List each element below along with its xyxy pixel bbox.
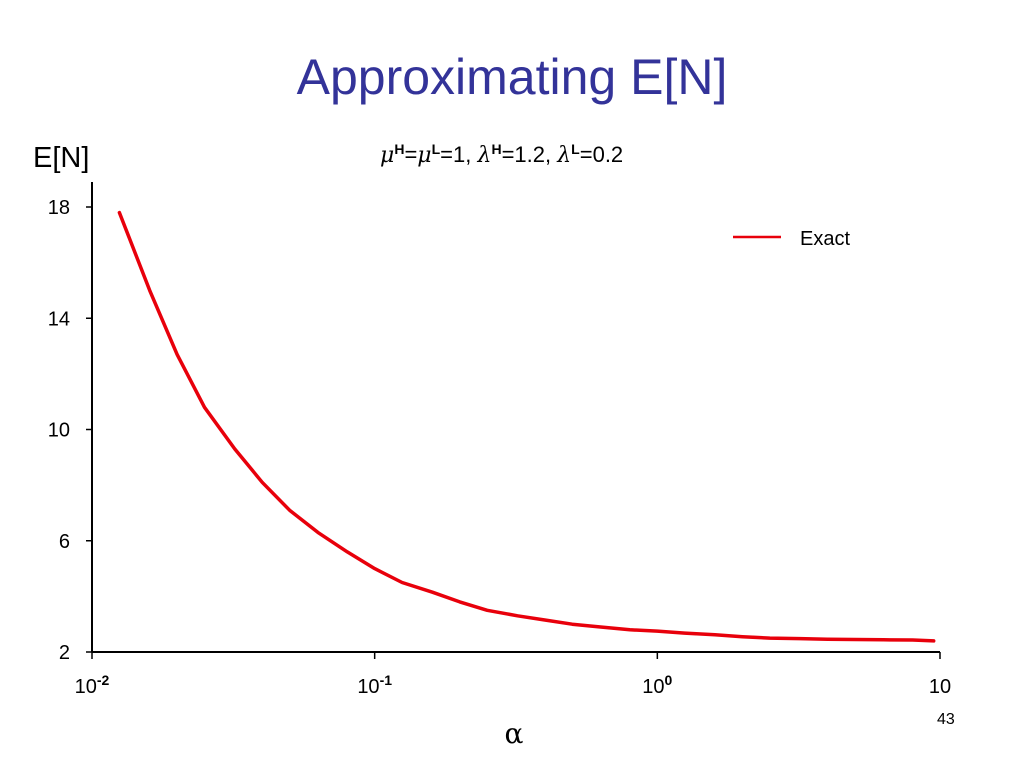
h-superscript: H xyxy=(394,141,405,157)
x-axis-label: α xyxy=(505,717,524,750)
x-tick-label: 10-2 xyxy=(75,672,110,698)
x-tick-label: 10-1 xyxy=(357,672,392,698)
equals-sign: = xyxy=(404,142,418,167)
y-tick-label: 2 xyxy=(59,642,70,664)
x-tick-exponent: 0 xyxy=(665,672,673,688)
lambda-h-value: =1.2, xyxy=(501,142,558,167)
l-superscript: L xyxy=(571,141,580,157)
y-tick-label: 14 xyxy=(48,308,70,330)
slide-title: Approximating E[N] xyxy=(296,49,728,105)
x-tick-base: 10 xyxy=(75,676,97,698)
y-tick-label: 10 xyxy=(48,420,70,442)
x-tick-exponent: -1 xyxy=(380,672,393,688)
chart-parameters: μH=μL=1, λH=1.2, λL=0.2 xyxy=(380,141,623,168)
y-ticks: 2 6 10 14 18 xyxy=(48,197,92,664)
h-superscript: H xyxy=(491,141,502,157)
x-ticks: 10-2 10-1 100 10 xyxy=(75,652,951,698)
y-tick-label: 18 xyxy=(48,197,70,219)
exact-series-line xyxy=(117,210,936,643)
l-superscript: L xyxy=(431,141,441,157)
mu-value: =1, xyxy=(440,142,478,167)
x-tick-label: 10 xyxy=(929,676,951,698)
lambda-l-value: =0.2 xyxy=(579,142,624,167)
x-tick-base: 10 xyxy=(642,676,664,698)
legend-exact-label: Exact xyxy=(800,228,850,250)
lambda-symbol: λ xyxy=(477,143,492,168)
page-number: 43 xyxy=(937,711,955,728)
x-tick-exponent: -2 xyxy=(97,672,110,688)
y-axis-label: E[N] xyxy=(33,142,89,174)
mu-symbol: μ xyxy=(380,143,395,168)
x-tick-base: 10 xyxy=(929,676,951,698)
x-tick-label: 100 xyxy=(642,672,672,698)
lambda-symbol: λ xyxy=(557,143,572,168)
y-tick-label: 6 xyxy=(59,531,70,553)
mu-symbol: μ xyxy=(417,143,432,168)
x-tick-base: 10 xyxy=(357,676,379,698)
